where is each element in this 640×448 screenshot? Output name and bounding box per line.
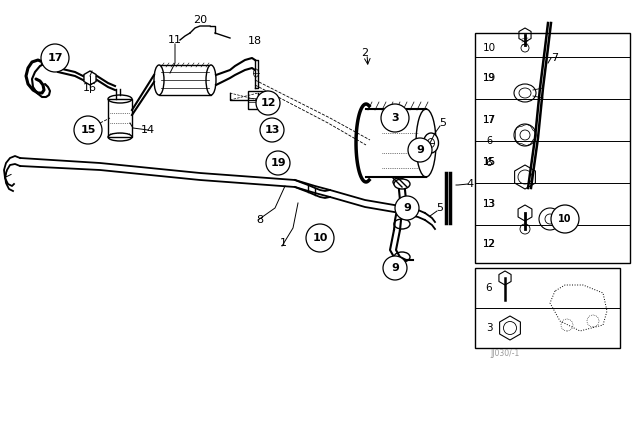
Text: 16: 16 — [83, 83, 97, 93]
Ellipse shape — [514, 84, 536, 102]
Ellipse shape — [206, 65, 216, 95]
Ellipse shape — [416, 109, 436, 177]
Ellipse shape — [424, 133, 438, 153]
Ellipse shape — [394, 252, 410, 262]
Text: 10: 10 — [558, 214, 572, 224]
Text: 13: 13 — [264, 125, 280, 135]
Circle shape — [74, 116, 102, 144]
Circle shape — [381, 104, 409, 132]
Text: 5: 5 — [440, 118, 447, 128]
Ellipse shape — [394, 219, 410, 229]
Text: 19: 19 — [483, 73, 495, 83]
Text: 18: 18 — [248, 36, 262, 46]
Circle shape — [256, 91, 280, 115]
Text: 9: 9 — [416, 145, 424, 155]
Text: 19: 19 — [270, 158, 286, 168]
Circle shape — [408, 138, 432, 162]
Text: 6: 6 — [486, 283, 492, 293]
Bar — [475, 33, 630, 263]
Text: 6: 6 — [486, 136, 492, 146]
Text: 17: 17 — [483, 115, 495, 125]
Text: 19: 19 — [483, 73, 495, 83]
Text: 3: 3 — [486, 323, 492, 333]
Text: 10: 10 — [483, 43, 495, 53]
Text: 9: 9 — [403, 203, 411, 213]
Bar — [475, 268, 620, 348]
Text: 12: 12 — [483, 239, 495, 249]
Circle shape — [395, 196, 419, 220]
Ellipse shape — [394, 179, 410, 189]
Text: 17: 17 — [483, 115, 495, 125]
Text: 12: 12 — [260, 98, 276, 108]
Bar — [159, 65, 211, 95]
Bar — [248, 91, 268, 109]
Ellipse shape — [154, 65, 164, 95]
Ellipse shape — [539, 208, 561, 230]
Text: 15: 15 — [80, 125, 96, 135]
Text: 10: 10 — [312, 233, 328, 243]
Circle shape — [306, 224, 334, 252]
Text: 15: 15 — [483, 157, 495, 167]
Text: 20: 20 — [193, 15, 207, 25]
Ellipse shape — [393, 178, 405, 186]
Text: 15: 15 — [483, 157, 495, 167]
Text: 17: 17 — [47, 53, 63, 63]
Text: 13: 13 — [483, 199, 495, 209]
Text: 4: 4 — [467, 179, 474, 189]
Text: 7: 7 — [552, 53, 559, 63]
Text: 5: 5 — [436, 203, 444, 213]
Circle shape — [551, 205, 579, 233]
Circle shape — [266, 151, 290, 175]
Ellipse shape — [514, 124, 536, 146]
Text: 13: 13 — [483, 199, 495, 209]
Text: 2: 2 — [362, 48, 369, 58]
Bar — [108, 99, 132, 137]
Text: 12: 12 — [483, 239, 495, 249]
Text: JJ030/-1: JJ030/-1 — [490, 349, 520, 358]
Text: 3: 3 — [391, 113, 399, 123]
Text: 8: 8 — [257, 215, 264, 225]
Text: 1: 1 — [280, 238, 287, 248]
Text: 11: 11 — [168, 35, 182, 45]
Circle shape — [41, 44, 69, 72]
Text: 14: 14 — [141, 125, 155, 135]
Circle shape — [260, 118, 284, 142]
Text: 6: 6 — [486, 158, 492, 168]
Text: 9: 9 — [391, 263, 399, 273]
Circle shape — [383, 256, 407, 280]
